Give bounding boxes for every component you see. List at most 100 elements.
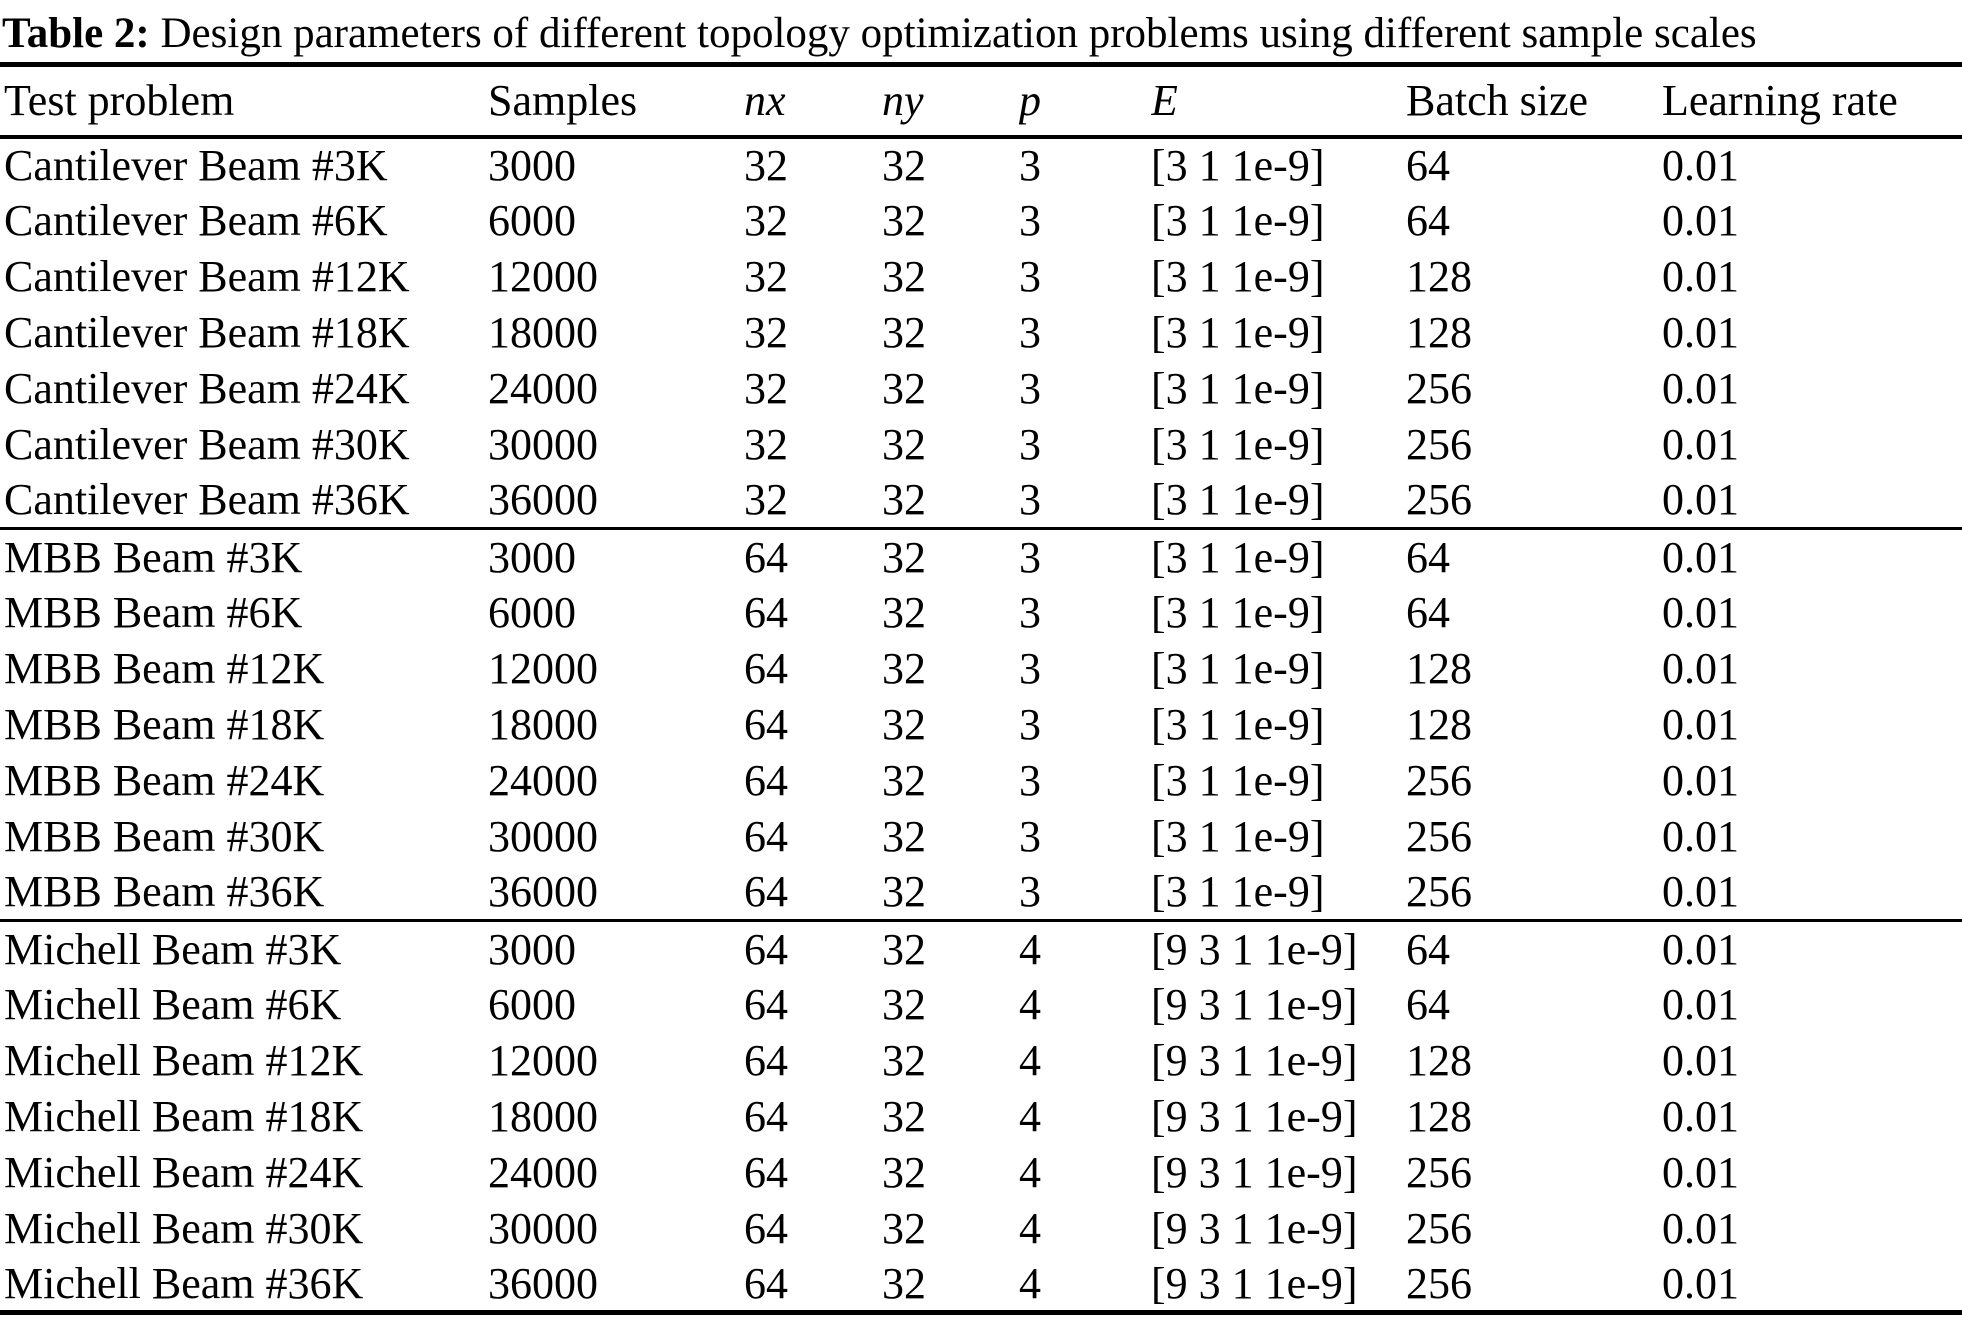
table-cell: [3 1 1e-9] bbox=[1151, 867, 1325, 917]
table-cell: 3 bbox=[1019, 420, 1041, 469]
table-cell: 12000 bbox=[488, 252, 598, 301]
table-cell: [3 1 1e-9] bbox=[1151, 364, 1325, 413]
table-cell: MBB Beam #12K bbox=[4, 644, 325, 693]
table-cell: [3 1 1e-9] bbox=[1151, 532, 1325, 582]
table-cell: 256 bbox=[1406, 1258, 1472, 1308]
table-cell: Michell Beam #3K bbox=[4, 924, 342, 974]
table-cell: 32 bbox=[882, 1092, 926, 1141]
table-cell: 256 bbox=[1406, 1148, 1472, 1197]
table-cell: 6000 bbox=[488, 980, 576, 1029]
table-cell: 32 bbox=[882, 252, 926, 301]
column-header-samples: Samples bbox=[488, 76, 638, 126]
table-cell: 3 bbox=[1019, 252, 1041, 301]
table-cell: 0.01 bbox=[1662, 252, 1739, 301]
table-caption-label: Table 2: bbox=[2, 10, 150, 57]
table-cell: [3 1 1e-9] bbox=[1151, 475, 1325, 525]
table-row: MBB Beam #36K 36000 64 32 3 [3 1 1e-9] 256 0.01 bbox=[0, 865, 1962, 921]
table-cell: 3 bbox=[1019, 588, 1041, 637]
table-cell: 0.01 bbox=[1662, 980, 1739, 1029]
table-cell: Michell Beam #36K bbox=[4, 1258, 364, 1308]
table-cell: 36000 bbox=[488, 475, 598, 525]
table-cell: 32 bbox=[882, 867, 926, 917]
table-cell: [9 3 1 1e-9] bbox=[1151, 1092, 1358, 1141]
table-cell: 0.01 bbox=[1662, 141, 1739, 190]
table-row: Cantilever Beam #18K 18000 32 32 3 [3 1 1e-9]… bbox=[0, 305, 1962, 361]
table-cell: 3 bbox=[1019, 475, 1041, 525]
table-cell: 256 bbox=[1406, 364, 1472, 413]
table-cell: 3000 bbox=[488, 141, 576, 190]
table-row: Michell Beam #30K 30000 64 32 4 [9 3 1 1e-9] 2… bbox=[0, 1201, 1962, 1257]
table-cell: 3 bbox=[1019, 644, 1041, 693]
table-cell: 6000 bbox=[488, 588, 576, 637]
table-cell: 64 bbox=[744, 1204, 788, 1253]
table-cell: 32 bbox=[882, 532, 926, 582]
table-cell: 64 bbox=[1406, 924, 1450, 974]
table-cell: 4 bbox=[1019, 1148, 1041, 1197]
table-cell: 4 bbox=[1019, 1258, 1041, 1308]
table-row: MBB Beam #18K 18000 64 32 3 [3 1 1e-9] 128 0.01 bbox=[0, 697, 1962, 753]
column-header-learning-rate: Learning rate bbox=[1662, 76, 1898, 126]
table-cell: 24000 bbox=[488, 756, 598, 805]
column-header-batch-size: Batch size bbox=[1406, 76, 1589, 126]
table-cell: 32 bbox=[882, 1036, 926, 1085]
design-parameters-table: Test problem Samples nx ny p E Batch size Learn… bbox=[0, 62, 1962, 1315]
table-cell: 32 bbox=[744, 308, 788, 357]
table-row: Cantilever Beam #3K 3000 32 32 3 [3 1 1e-9] 64… bbox=[0, 137, 1962, 193]
table-row: Cantilever Beam #12K 12000 32 32 3 [3 1 1e-9]… bbox=[0, 249, 1962, 305]
table-cell: 64 bbox=[744, 1148, 788, 1197]
table-row: Cantilever Beam #30K 30000 32 32 3 [3 1 1e-9]… bbox=[0, 417, 1962, 473]
column-header-nx: nx bbox=[744, 76, 786, 126]
table-row: Cantilever Beam #6K 6000 32 32 3 [3 1 1e-9] 64… bbox=[0, 193, 1962, 249]
table-cell: 0.01 bbox=[1662, 1148, 1739, 1197]
table-cell: 32 bbox=[882, 364, 926, 413]
table-cell: 64 bbox=[744, 756, 788, 805]
table-cell: 64 bbox=[1406, 532, 1450, 582]
table-cell: 0.01 bbox=[1662, 700, 1739, 749]
table-cell: 32 bbox=[882, 1148, 926, 1197]
table-cell: 32 bbox=[744, 196, 788, 245]
table-cell: 3 bbox=[1019, 756, 1041, 805]
table-cell: 32 bbox=[882, 980, 926, 1029]
table-cell: Cantilever Beam #36K bbox=[4, 475, 410, 525]
table-cell: [3 1 1e-9] bbox=[1151, 252, 1325, 301]
table-cell: 32 bbox=[882, 756, 926, 805]
table-cell: 32 bbox=[882, 1258, 926, 1308]
table-cell: 64 bbox=[744, 867, 788, 917]
table-cell: 64 bbox=[1406, 588, 1450, 637]
table-row: Michell Beam #12K 12000 64 32 4 [9 3 1 1e-9] 1… bbox=[0, 1033, 1962, 1089]
table-cell: 128 bbox=[1406, 644, 1472, 693]
table-cell: 32 bbox=[882, 141, 926, 190]
table-cell: 0.01 bbox=[1662, 924, 1739, 974]
table-row: Michell Beam #36K 36000 64 32 4 [9 3 1 1e-9] 2… bbox=[0, 1257, 1962, 1313]
table-cell: [3 1 1e-9] bbox=[1151, 644, 1325, 693]
table-cell: 30000 bbox=[488, 812, 598, 861]
table-cell: 256 bbox=[1406, 475, 1472, 525]
table-row: MBB Beam #30K 30000 64 32 3 [3 1 1e-9] 256 0.01 bbox=[0, 809, 1962, 865]
table-cell: 0.01 bbox=[1662, 1036, 1739, 1085]
table-cell: [9 3 1 1e-9] bbox=[1151, 1258, 1358, 1308]
table-cell: 32 bbox=[882, 812, 926, 861]
table-cell: 4 bbox=[1019, 1204, 1041, 1253]
table-cell: 32 bbox=[882, 196, 926, 245]
table-cell: 0.01 bbox=[1662, 867, 1739, 917]
table-cell: 0.01 bbox=[1662, 1092, 1739, 1141]
column-header-test-problem: Test problem bbox=[4, 76, 235, 126]
table-cell: 0.01 bbox=[1662, 364, 1739, 413]
table-cell: 32 bbox=[882, 308, 926, 357]
table-cell: 64 bbox=[744, 1092, 788, 1141]
table-header: Test problem Samples nx ny p E Batch size Learn… bbox=[0, 65, 1962, 137]
table-cell: 24000 bbox=[488, 1148, 598, 1197]
table-cell: 256 bbox=[1406, 420, 1472, 469]
table-cell: MBB Beam #18K bbox=[4, 700, 325, 749]
table-cell: 32 bbox=[744, 252, 788, 301]
table-cell: 128 bbox=[1406, 1036, 1472, 1085]
column-header-p: p bbox=[1019, 76, 1041, 126]
table-cell: 0.01 bbox=[1662, 644, 1739, 693]
table-cell: 64 bbox=[744, 812, 788, 861]
table-cell: Michell Beam #12K bbox=[4, 1036, 364, 1085]
table-cell: 0.01 bbox=[1662, 812, 1739, 861]
table-cell: 0.01 bbox=[1662, 1258, 1739, 1308]
table-cell: 0.01 bbox=[1662, 532, 1739, 582]
table-cell: Cantilever Beam #12K bbox=[4, 252, 410, 301]
table-cell: [9 3 1 1e-9] bbox=[1151, 1204, 1358, 1253]
